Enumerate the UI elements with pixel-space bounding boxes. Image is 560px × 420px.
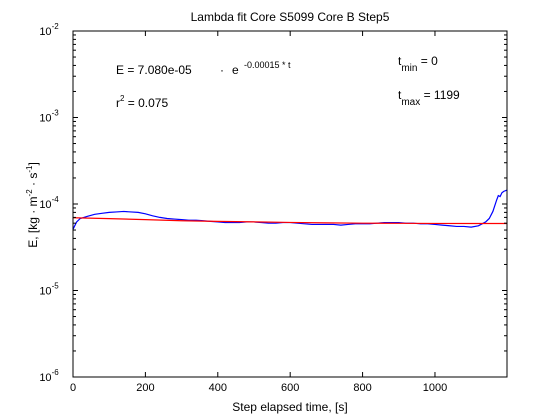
tick-layer xyxy=(72,30,507,378)
t-min: tmin = 0 xyxy=(398,54,438,74)
fit-equation-exponent: -0.00015 * t xyxy=(244,60,291,70)
x-tick-label: 200 xyxy=(136,382,154,394)
r-squared-prefix: r xyxy=(116,96,120,110)
y-tick-label-base: 10 xyxy=(39,286,51,298)
y-tick-label: 10-6 xyxy=(39,368,59,384)
fit-equation: E = 7.080e-05 · e -0.00015 * t xyxy=(116,60,291,77)
plot-area xyxy=(72,30,508,378)
t-max-t: t xyxy=(398,88,402,102)
t-max-value: = 1199 xyxy=(420,88,460,102)
fit-equation-base: e xyxy=(232,63,239,77)
y-tick-label-exp: -2 xyxy=(52,22,60,31)
y-tick-label-exp: -5 xyxy=(52,282,60,291)
r-squared-sup: 2 xyxy=(120,94,125,103)
y-tick-label-exp: -6 xyxy=(52,368,60,377)
y-tick-label-exp: -3 xyxy=(52,109,60,118)
y-tick-label-exp: -4 xyxy=(52,195,60,204)
y-tick-label: 10-4 xyxy=(39,195,59,211)
series-layer xyxy=(72,189,508,230)
x-tick-label: 800 xyxy=(353,382,371,394)
y-axis-label: E, [kg · m-2 · s-1] xyxy=(25,162,40,248)
y-axis-label-part1: E, [kg · m xyxy=(26,196,40,247)
y-tick-label: 10-2 xyxy=(39,22,59,38)
r-squared: r2 = 0.075 xyxy=(116,94,168,110)
y-tick-label: 10-5 xyxy=(39,282,59,298)
axes-background xyxy=(73,31,507,377)
y-tick-label-base: 10 xyxy=(39,372,51,384)
series-measured-line xyxy=(72,189,508,230)
y-tick-label-base: 10 xyxy=(39,199,51,211)
fit-equation-dot: · xyxy=(220,63,224,77)
y-axis-label-part2: · s xyxy=(26,173,40,190)
y-axis-label-part3: ] xyxy=(26,162,40,165)
y-tick-label: 10-3 xyxy=(39,109,59,125)
x-axis-label: Step elapsed time, [s] xyxy=(232,400,347,414)
y-axis-label-sup2: -1 xyxy=(25,165,34,173)
fit-equation-lhs: E = 7.080e-05 xyxy=(116,63,192,77)
y-axis-label-sup1: -2 xyxy=(25,189,34,197)
t-max: tmax = 1199 xyxy=(398,88,460,108)
x-tick-label: 400 xyxy=(209,382,227,394)
t-min-sub: min xyxy=(401,63,417,74)
x-tick-label: 0 xyxy=(70,382,76,394)
x-tick-label: 1000 xyxy=(423,382,447,394)
y-tick-label-base: 10 xyxy=(39,26,51,38)
y-tick-label-base: 10 xyxy=(39,113,51,125)
r-squared-value: = 0.075 xyxy=(124,96,168,110)
series-fit-line xyxy=(72,217,507,225)
x-tick-label: 600 xyxy=(281,382,299,394)
t-min-t: t xyxy=(398,54,402,68)
t-min-value: = 0 xyxy=(417,54,438,68)
chart-title: Lambda fit Core S5099 Core B Step5 xyxy=(191,10,390,24)
t-max-sub: max xyxy=(401,97,420,108)
